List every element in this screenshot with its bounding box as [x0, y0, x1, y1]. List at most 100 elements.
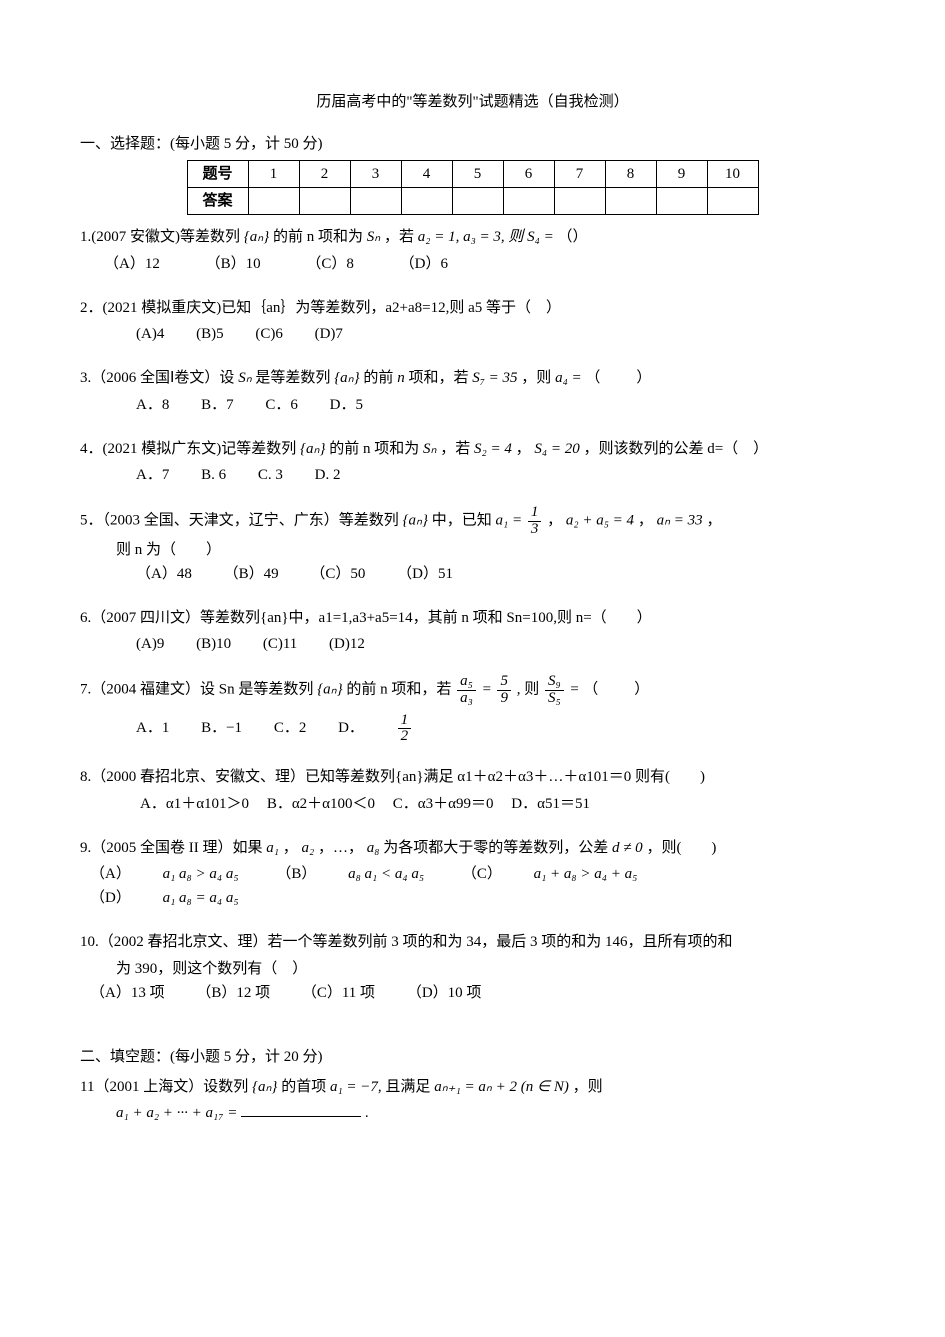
q7-opt-c: C．2 — [274, 716, 307, 740]
q9-tail: ，则( ) — [646, 840, 716, 856]
q7-mid1: 的前 n 项和，若 — [346, 682, 451, 698]
question-7: 7.（2004 福建文）设 Sn 是等差数列 {aₙ} 的前 n 项和，若 a₅… — [80, 674, 865, 745]
col-2: 2 — [299, 161, 350, 188]
q1-cond: a₂ = 1, a₃ = 3, 则 S₄ = — [418, 229, 554, 245]
q5-mid1: 中，已知 — [432, 513, 492, 529]
q4-prefix: 4．(2021 模拟广东文)记等差数列 — [80, 441, 296, 457]
question-1: 1.(2007 安徽文)等差数列 {aₙ} 的前 n 项和为 Sₙ ，若 a₂ … — [80, 223, 865, 276]
q7-f3-num: S₉ — [545, 674, 564, 691]
page-title: 历届高考中的"等差数列"试题精选（自我检测） — [80, 90, 865, 114]
col-1: 1 — [248, 161, 299, 188]
q4-comma: ， — [516, 441, 531, 457]
q9-c2: ，…， — [318, 840, 363, 856]
q7-prefix: 7.（2004 福建文）设 Sn 是等差数列 — [80, 682, 313, 698]
q5-seq: {aₙ} — [403, 513, 428, 529]
q3-opt-d: D．5 — [330, 393, 363, 417]
question-3: 3.（2006 全国Ⅰ卷文）设 Sₙ 是等差数列 {aₙ} 的前 n 项和，若 … — [80, 364, 865, 417]
q9-a8: a₈ — [367, 840, 380, 856]
q7-frac3: S₉ S₅ — [545, 674, 564, 707]
row-label-1: 题号 — [187, 161, 248, 188]
ans-9 — [656, 188, 707, 215]
q4-opt-a: A．7 — [136, 463, 169, 487]
ans-6 — [503, 188, 554, 215]
ans-5 — [452, 188, 503, 215]
q11-mid3: ，则 — [573, 1079, 603, 1095]
fill-blank — [241, 1116, 361, 1117]
q5-a1-lhs: a₁ = — [496, 513, 523, 529]
ans-1 — [248, 188, 299, 215]
q1-sn: Sₙ — [367, 229, 380, 245]
q8-opt-b: B．α2＋α100＜0 — [267, 792, 375, 816]
q10-opt-b: （B）12 项 — [196, 981, 270, 1005]
q1-tail: （） — [558, 229, 588, 245]
q11-period: . — [365, 1105, 369, 1121]
q7-frac1: a₅ a₃ — [457, 674, 476, 707]
q9-prefix: 9.（2005 全国卷 II 理）如果 — [80, 840, 263, 856]
col-3: 3 — [350, 161, 401, 188]
q8-opt-d: D．α51＝51 — [511, 792, 590, 816]
q5-c2: a₂ + a₅ = 4 — [566, 513, 634, 529]
q3-opt-a: A．8 — [136, 393, 169, 417]
q5-prefix: 5．（2003 全国、天津文，辽宁、广东）等差数列 — [80, 513, 399, 529]
col-8: 8 — [605, 161, 656, 188]
col-5: 5 — [452, 161, 503, 188]
section2-heading: 二、填空题：(每小题 5 分，计 20 分) — [80, 1045, 865, 1069]
q2-opt-c: (C)6 — [255, 322, 283, 346]
q1-opt-a: （A）12 — [104, 252, 160, 276]
q3-n: n — [397, 370, 405, 386]
q3-mid2: 的前 — [363, 370, 393, 386]
q9-opt-d-expr: a₁ a₈ = a₄ a₅ — [163, 886, 239, 910]
ans-7 — [554, 188, 605, 215]
question-10: 10.（2002 春招北京文、理）若一个等差数列前 3 项的和为 34，最后 3… — [80, 928, 865, 1005]
q7-seq: {aₙ} — [317, 682, 342, 698]
q9-mid: 为各项都大于零的等差数列，公差 — [383, 840, 608, 856]
q11-line2: a₁ + a₂ + ··· + a₁₇ = — [116, 1105, 237, 1121]
q10-line1: 10.（2002 春招北京文、理）若一个等差数列前 3 项的和为 34，最后 3… — [80, 928, 865, 957]
q9-c1: ， — [283, 840, 298, 856]
question-9: 9.（2005 全国卷 II 理）如果 a₁ ， a₂ ，…， a₈ 为各项都大… — [80, 834, 865, 911]
q4-mid1: 的前 n 项和为 — [329, 441, 419, 457]
q1-mid2: ，若 — [384, 229, 414, 245]
q9-opt-c: （C） a₁ + a₈ > a₄ + a₅ — [462, 862, 666, 886]
q7-f1-den: a₃ — [457, 691, 476, 707]
q7-f2-den: 9 — [497, 691, 511, 707]
q4-sn: Sₙ — [423, 441, 436, 457]
col-6: 6 — [503, 161, 554, 188]
q5-comma3: ， — [706, 513, 721, 529]
q7-mid2: , 则 — [517, 682, 540, 698]
q10-opt-a: （A）13 项 — [90, 981, 165, 1005]
q3-seq: {aₙ} — [334, 370, 359, 386]
q5-opt-b: （B）49 — [224, 562, 279, 586]
q5-comma1: ， — [547, 513, 562, 529]
q8-line: 8.（2000 春招北京、安徽文、理）已知等差数列{an}满足 α1＋α2＋α3… — [80, 763, 865, 792]
q5-opt-d: （D）51 — [397, 562, 453, 586]
q7-frac2: 5 9 — [497, 674, 511, 707]
q9-opt-b-expr: a₈ a₁ < a₄ a₅ — [348, 862, 424, 886]
q7-opt-d-den: 2 — [398, 729, 412, 745]
q4-opt-c: C. 3 — [258, 463, 283, 487]
q9-opt-d: （D） a₁ a₈ = a₄ a₅ — [90, 886, 267, 910]
q9-opt-b-pre: （B） — [276, 862, 316, 886]
q3-mid1: 是等差数列 — [255, 370, 330, 386]
q6-opt-d: (D)12 — [329, 632, 365, 656]
q6-opt-a: (A)9 — [136, 632, 164, 656]
q7-opt-d-frac: 1 2 — [398, 713, 440, 746]
q3-prefix: 3.（2006 全国Ⅰ卷文）设 — [80, 370, 234, 386]
q11-seq: {aₙ} — [252, 1079, 277, 1095]
q5-opt-a: （A）48 — [136, 562, 192, 586]
col-7: 7 — [554, 161, 605, 188]
q4-c2: S₄ = 20 — [534, 441, 579, 457]
q2-opt-d: (D)7 — [315, 322, 343, 346]
ans-10 — [707, 188, 758, 215]
question-5: 5．（2003 全国、天津文，辽宁、广东）等差数列 {aₙ} 中，已知 a₁ =… — [80, 505, 865, 586]
question-6: 6.（2007 四川文）等差数列{an}中，a1=1,a3+a5=14，其前 n… — [80, 604, 865, 657]
q9-opt-b: （B） a₈ a₁ < a₄ a₅ — [276, 862, 452, 886]
q9-opt-a-pre: （A） — [90, 862, 131, 886]
q3-a4: a₄ = — [555, 370, 582, 386]
ans-2 — [299, 188, 350, 215]
q9-a1: a₁ — [266, 840, 279, 856]
q5-frac1-den: 3 — [528, 522, 542, 538]
q9-d: d ≠ 0 — [612, 840, 643, 856]
q1-prefix: 1.(2007 安徽文)等差数列 — [80, 229, 240, 245]
q10-opt-d: （D）10 项 — [407, 981, 482, 1005]
